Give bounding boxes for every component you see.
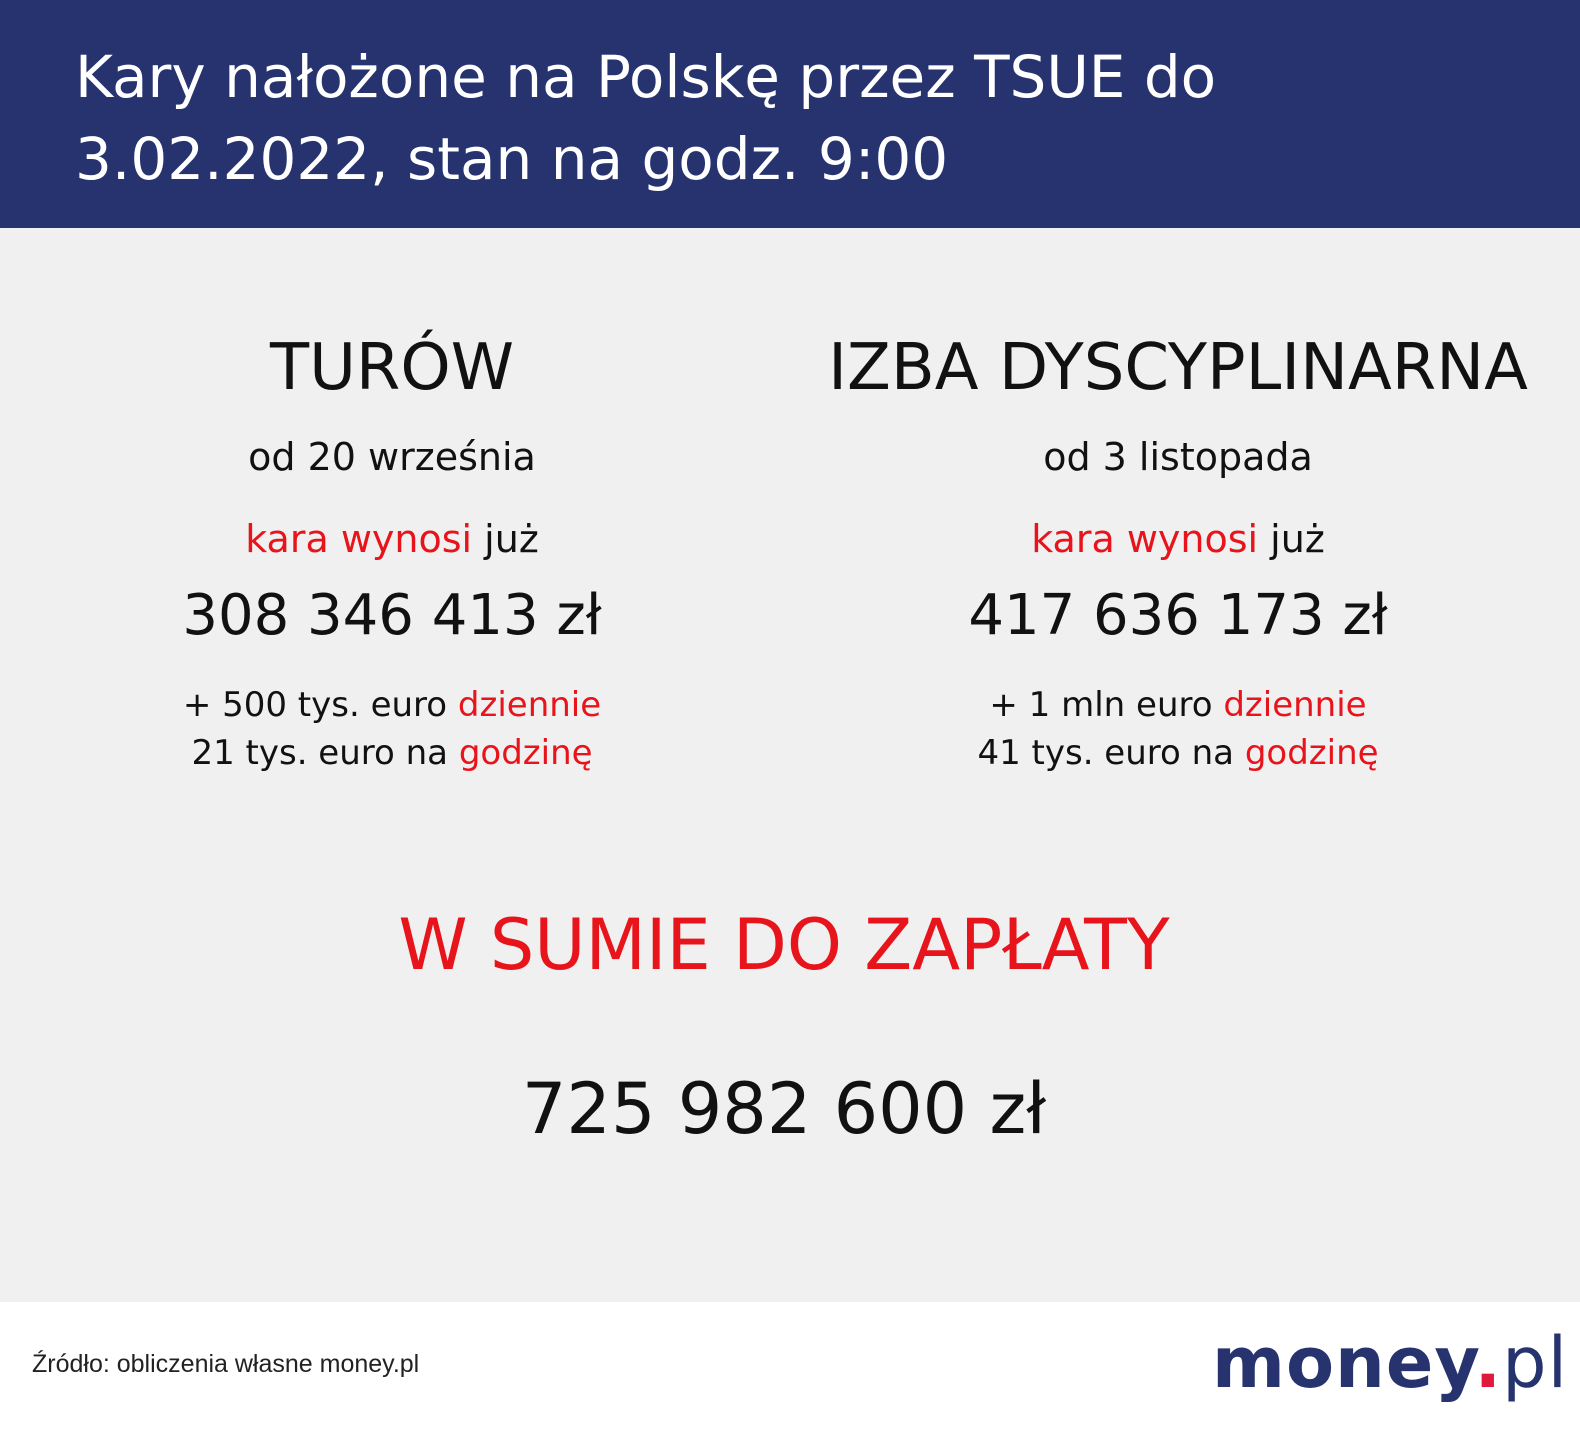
since-date: od 3 listopada [1043,435,1313,479]
hourly-rate: 21 tys. euro na godzinę [2,729,782,777]
daily-rate-text: + 1 mln euro [989,685,1224,725]
logo-main: money [1212,1322,1475,1404]
source-note: Źródło: obliczenia własne money.pl [32,1350,420,1378]
hourly-rate-text: 21 tys. euro na [191,733,459,773]
daily-rate-text: + 500 tys. euro [182,685,458,725]
penalty-amount: 308 346 413 zł [182,583,602,648]
hourly-rate-red: godzinę [458,733,593,773]
since-date: od 20 września [248,435,536,479]
hourly-rate-text: 41 tys. euro na [977,733,1245,773]
logo-suffix: pl [1502,1322,1569,1404]
penalty-label-red: kara wynosi [1031,517,1259,561]
logo-dot: . [1474,1322,1503,1404]
column-heading: TURÓW [269,331,515,405]
total-label: W SUMIE DO ZAPŁATY [398,904,1170,986]
header-banner: Kary nałożone na Polskę przez TSUE do 3.… [0,0,1580,228]
penalty-label-red: kara wynosi [245,517,473,561]
penalty-label: kara wynosi już [788,514,1568,564]
penalty-rates: + 500 tys. euro dziennie 21 tys. euro na… [2,681,782,777]
penalty-amount: 417 636 173 zł [968,583,1388,648]
penalty-label-black: już [1258,517,1325,561]
total-value: 725 982 600 zł [521,1068,1047,1150]
column-heading: IZBA DYSCYPLINARNA [828,331,1528,405]
title-line-1: Kary nałożone na Polskę przez TSUE do [75,43,1217,111]
penalty-label-black: już [472,517,539,561]
daily-rate: + 500 tys. euro dziennie [2,681,782,729]
title-line-2: 3.02.2022, stan na godz. 9:00 [75,125,949,193]
page-title: Kary nałożone na Polskę przez TSUE do 3.… [75,36,1555,200]
hourly-rate: 41 tys. euro na godzinę [788,729,1568,777]
penalty-rates: + 1 mln euro dziennie 41 tys. euro na go… [788,681,1568,777]
main-panel: TURÓW od 20 września kara wynosi już 308… [0,228,1580,1302]
daily-rate-red: dziennie [457,685,602,725]
hourly-rate-red: godzinę [1244,733,1379,773]
money-pl-logo: money.pl [1212,1322,1568,1404]
daily-rate: + 1 mln euro dziennie [788,681,1568,729]
penalty-label: kara wynosi już [2,514,782,564]
daily-rate-red: dziennie [1223,685,1367,725]
